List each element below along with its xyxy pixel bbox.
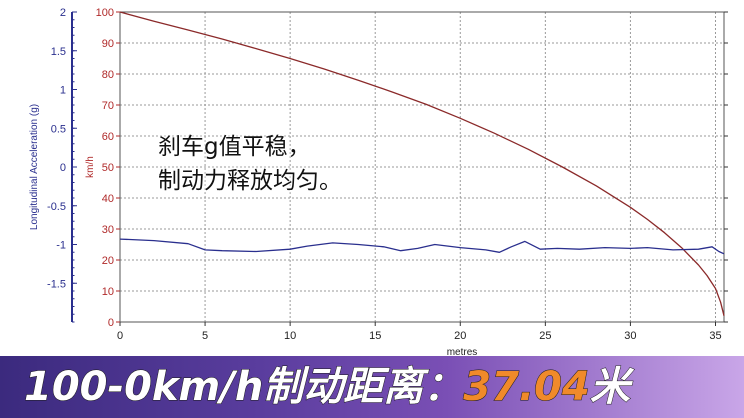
accel-tick-label: -1.5 bbox=[47, 278, 66, 290]
speed-tick-label: 80 bbox=[102, 69, 114, 81]
speed-tick-label: 0 bbox=[108, 317, 114, 329]
x-tick-label: 30 bbox=[624, 330, 636, 342]
accel-tick-label: 1 bbox=[60, 85, 66, 97]
accel-tick-label: 0 bbox=[60, 162, 66, 174]
accel-tick-label: 1.5 bbox=[51, 46, 66, 58]
banner-label: 100-0km/h制动距离： bbox=[23, 364, 464, 411]
annotation-text: 刹车g值平稳， 制动力释放均匀。 bbox=[158, 130, 342, 198]
banner-text: 100-0km/h制动距离：37.04米 bbox=[23, 360, 630, 414]
annotation-line-1: 刹车g值平稳， bbox=[158, 134, 311, 160]
x-tick-label: 5 bbox=[202, 330, 208, 342]
tick-labels: 0 5 10 15 20 25 30 350102030405060708090100-1.5… bbox=[29, 7, 722, 358]
x-tick-label: 10 bbox=[284, 330, 296, 342]
speed-tick-label: 60 bbox=[102, 131, 114, 143]
speed-tick-label: 30 bbox=[102, 224, 114, 236]
accel-tick-label: 2 bbox=[60, 7, 66, 19]
banner-unit: 米 bbox=[589, 364, 630, 411]
axes bbox=[71, 11, 728, 326]
speed-tick-label: 20 bbox=[102, 255, 114, 267]
accel-tick-label: -1 bbox=[56, 240, 66, 252]
speed-tick-label: 10 bbox=[102, 286, 114, 298]
braking-distance-banner: 100-0km/h制动距离：37.04米 bbox=[0, 356, 744, 418]
speed-tick-label: 70 bbox=[102, 100, 114, 112]
x-tick-label: 25 bbox=[539, 330, 551, 342]
x-tick-label: 35 bbox=[709, 330, 721, 342]
banner-value: 37.04 bbox=[463, 364, 591, 411]
accel-tick-label: 0.5 bbox=[51, 123, 66, 135]
speed-tick-label: 90 bbox=[102, 38, 114, 50]
speed-tick-label: 40 bbox=[102, 193, 114, 205]
accel-axis-title: Longitudinal Acceleration (g) bbox=[29, 104, 40, 230]
speed-axis-title: km/h bbox=[85, 156, 96, 178]
series bbox=[119, 11, 725, 316]
speed-tick-label: 100 bbox=[96, 7, 114, 19]
x-axis-title: metres bbox=[447, 347, 478, 358]
annotation-line-2: 制动力释放均匀。 bbox=[158, 168, 342, 194]
x-tick-label: 0 bbox=[117, 330, 123, 342]
accel-series-line bbox=[119, 238, 725, 255]
speed-series-line bbox=[119, 11, 725, 316]
grid bbox=[120, 11, 724, 322]
speed-tick-label: 50 bbox=[102, 162, 114, 174]
accel-tick-label: -0.5 bbox=[47, 201, 66, 213]
x-tick-label: 15 bbox=[369, 330, 381, 342]
x-tick-label: 20 bbox=[454, 330, 466, 342]
